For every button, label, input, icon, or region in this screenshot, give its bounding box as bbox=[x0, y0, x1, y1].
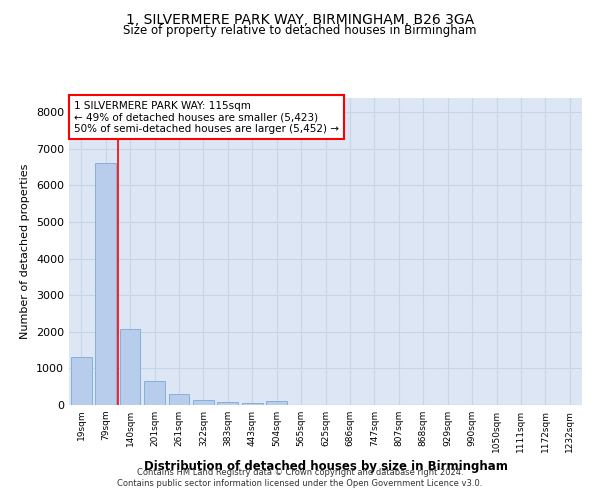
Bar bbox=[95, 164, 116, 405]
Bar bbox=[71, 358, 92, 405]
Bar bbox=[217, 402, 238, 405]
Bar bbox=[266, 401, 287, 405]
Text: 1 SILVERMERE PARK WAY: 115sqm
← 49% of detached houses are smaller (5,423)
50% o: 1 SILVERMERE PARK WAY: 115sqm ← 49% of d… bbox=[74, 100, 339, 134]
Text: Size of property relative to detached houses in Birmingham: Size of property relative to detached ho… bbox=[123, 24, 477, 37]
Bar bbox=[242, 403, 263, 405]
Bar bbox=[119, 329, 140, 405]
Bar bbox=[193, 400, 214, 405]
Bar bbox=[169, 394, 190, 405]
X-axis label: Distribution of detached houses by size in Birmingham: Distribution of detached houses by size … bbox=[143, 460, 508, 473]
Text: Contains HM Land Registry data © Crown copyright and database right 2024.
Contai: Contains HM Land Registry data © Crown c… bbox=[118, 468, 482, 487]
Y-axis label: Number of detached properties: Number of detached properties bbox=[20, 164, 31, 339]
Bar bbox=[144, 381, 165, 405]
Text: 1, SILVERMERE PARK WAY, BIRMINGHAM, B26 3GA: 1, SILVERMERE PARK WAY, BIRMINGHAM, B26 … bbox=[126, 12, 474, 26]
